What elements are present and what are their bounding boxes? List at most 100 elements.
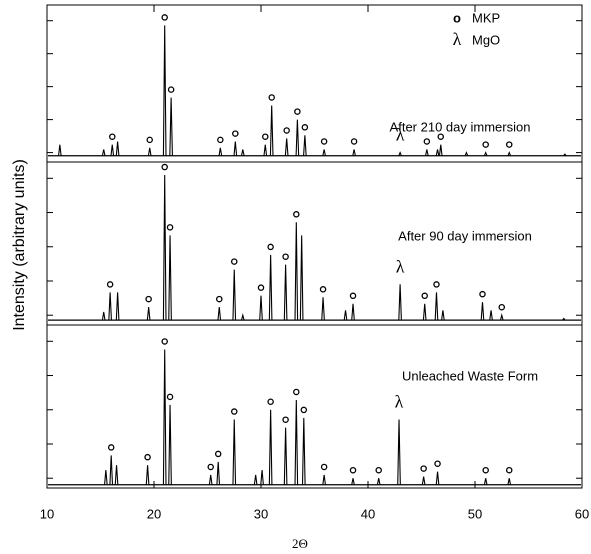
peak [398,151,402,156]
peak [397,419,401,485]
peak [343,310,348,321]
peak [352,149,356,156]
peak [563,153,567,157]
mkp-marker [350,138,358,145]
peak [259,295,263,321]
mkp-marker [294,108,301,115]
mkp-marker [166,224,174,231]
mkp-marker [282,253,289,260]
peak [269,105,274,156]
peak [109,455,114,485]
mkp-marker [230,258,238,265]
peak [294,399,299,485]
peak [240,149,245,156]
peak [295,119,300,156]
peak [435,471,440,485]
mkp-marker [230,408,238,415]
mkp-marker [482,141,489,148]
peak [425,149,429,156]
mkp-marker [349,466,357,474]
mkp-marker [146,136,153,144]
mkp-marker [433,281,440,288]
peak [483,151,488,156]
plot-frame [46,4,583,489]
peak [351,478,355,485]
peak [322,474,326,485]
panel-label: Unleached Waste Form [402,368,538,383]
mkp-marker [349,292,357,300]
mkp-marker [505,466,513,474]
mkp-marker [293,388,300,396]
mkp-marker [437,133,445,140]
peak [260,470,264,485]
mkp-marker [319,286,327,293]
peak [303,135,307,156]
x-tick-label: 10 [40,506,54,521]
peak [489,310,493,321]
mkp-marker [421,292,428,300]
peak [483,478,488,485]
mkp-marker [106,281,114,288]
mkp-marker [262,133,269,140]
peak [145,465,150,485]
mgo-marker: λ [396,125,405,145]
peak [268,254,273,321]
mkp-marker [267,243,274,251]
peak [114,465,119,485]
mkp-marker [216,295,223,303]
peak [507,151,512,156]
mkp-marker [479,290,486,298]
peak [162,349,167,485]
peak [108,292,112,321]
x-axis-label: 2Θ [292,536,308,551]
mkp-marker [257,284,265,291]
peak [146,307,151,321]
mkp-marker [320,138,328,145]
panel-label: After 210 day immersion [390,119,531,134]
peak [398,284,402,321]
peak [422,303,427,321]
peak [299,235,304,321]
peak [284,138,289,156]
mkp-marker [282,416,289,423]
mkp-marker [107,444,115,451]
peak [115,141,120,156]
peak [110,144,115,156]
peak [438,144,443,156]
legend-label: MgO [472,32,500,47]
x-tick-label: 20 [147,506,161,521]
x-tick-label: 40 [361,506,375,521]
mgo-marker: λ [395,392,404,412]
mkp-marker [434,460,441,467]
mkp-marker [283,127,290,134]
mkp-marker [293,211,300,218]
peak [232,419,237,485]
peak [499,313,504,321]
peak [480,302,485,321]
mkp-marker [301,124,309,131]
peak [217,307,222,321]
mkp-marker [505,141,513,148]
legend-label: MKP [472,10,500,25]
peak [216,461,221,485]
peak [147,147,152,156]
mkp-marker [109,133,116,140]
peak [268,409,273,485]
mkp-marker [482,466,489,474]
peak [283,427,288,485]
peak [101,311,106,321]
peak [435,149,440,156]
peak [301,417,306,485]
mkp-marker [166,393,174,401]
peak [115,292,120,321]
mkp-marker [375,466,382,474]
peak [208,474,213,485]
mkp-marker [161,14,168,21]
peak [351,303,355,321]
peak [169,97,173,156]
mkp-marker [145,295,152,303]
legend-symbol: o [453,10,461,25]
peak [233,141,238,156]
x-tick-label: 60 [575,506,589,521]
